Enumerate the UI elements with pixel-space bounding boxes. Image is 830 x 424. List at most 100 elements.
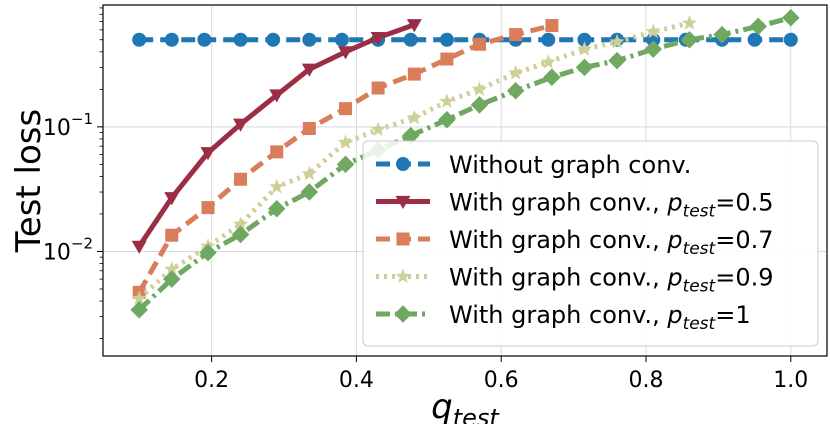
data-point bbox=[608, 51, 626, 70]
data-point bbox=[232, 216, 249, 231]
data-point bbox=[163, 270, 181, 288]
data-point bbox=[337, 134, 354, 149]
legend-label-value: =0.7 bbox=[715, 226, 773, 254]
data-point bbox=[301, 165, 317, 181]
series-2 bbox=[131, 19, 422, 254]
series-5 bbox=[130, 9, 800, 319]
series-layer bbox=[130, 9, 800, 319]
data-point bbox=[543, 68, 561, 87]
legend-label-value: =0.5 bbox=[715, 189, 773, 217]
x-axis: 0.2 0.4 0.6 0.8 1.0 bbox=[194, 356, 808, 393]
data-point bbox=[201, 201, 215, 215]
data-point bbox=[164, 192, 180, 206]
data-point bbox=[301, 63, 317, 77]
data-point bbox=[164, 261, 180, 276]
plot-frame bbox=[102, 4, 828, 357]
data-point bbox=[302, 122, 316, 136]
data-point bbox=[165, 228, 179, 242]
series-4 bbox=[131, 15, 698, 305]
x-tick-label: 1.0 bbox=[773, 368, 808, 393]
x-tick-label: 0.4 bbox=[339, 368, 374, 393]
data-point bbox=[577, 32, 592, 47]
x-axis-label-sub: test bbox=[453, 404, 501, 424]
legend-label: With graph conv., ptest=0.5 bbox=[449, 189, 774, 222]
data-point bbox=[680, 30, 699, 49]
series-3 bbox=[132, 19, 559, 299]
data-point bbox=[300, 183, 319, 201]
legend-item-1: Without graph conv. bbox=[376, 151, 691, 179]
data-point bbox=[609, 33, 625, 49]
data-point bbox=[438, 111, 456, 129]
data-point bbox=[270, 145, 284, 159]
data-point bbox=[470, 96, 489, 114]
legend-item-4: With graph conv., ptest=0.9 bbox=[376, 264, 774, 297]
data-point bbox=[197, 32, 212, 47]
data-point bbox=[508, 65, 524, 80]
legend-label-p: p bbox=[666, 301, 682, 329]
data-point bbox=[576, 41, 593, 56]
data-point bbox=[233, 32, 248, 47]
data-point bbox=[506, 81, 525, 100]
legend-label-text: With graph conv., bbox=[449, 301, 667, 329]
legend-label: Without graph conv. bbox=[449, 151, 691, 179]
legend-label-value: =1 bbox=[715, 301, 750, 329]
legend-marker bbox=[395, 268, 411, 284]
legend-label-p: p bbox=[666, 189, 682, 217]
data-point bbox=[234, 172, 248, 186]
data-point bbox=[439, 93, 455, 108]
x-axis-label: qtest bbox=[431, 387, 500, 424]
legend-item-2: With graph conv., ptest=0.5 bbox=[376, 189, 774, 222]
data-point bbox=[370, 121, 386, 137]
y-axis: 10−110−2 bbox=[43, 7, 103, 339]
data-point bbox=[268, 200, 286, 218]
data-point bbox=[130, 301, 148, 319]
data-point bbox=[338, 46, 354, 60]
y-tick-label-exponent: −2 bbox=[71, 234, 93, 252]
data-point bbox=[782, 9, 800, 27]
y-tick-label: 10−1 bbox=[43, 110, 93, 141]
legend-marker bbox=[395, 195, 411, 209]
data-point bbox=[681, 15, 698, 30]
legend-label-text: Without graph conv. bbox=[449, 151, 691, 179]
data-point bbox=[164, 32, 179, 47]
data-point bbox=[406, 19, 422, 33]
legend-marker bbox=[396, 157, 410, 171]
legend-label-text: With graph conv., bbox=[449, 189, 667, 217]
data-point bbox=[132, 32, 147, 47]
legend-label-p: p bbox=[666, 264, 682, 292]
data-point bbox=[266, 32, 281, 47]
data-point bbox=[199, 243, 217, 262]
data-point bbox=[269, 89, 285, 103]
data-point bbox=[407, 67, 421, 81]
legend-label-text: With graph conv., bbox=[449, 264, 667, 292]
data-point bbox=[471, 81, 488, 96]
x-tick-label: 0.8 bbox=[629, 368, 664, 393]
data-point bbox=[231, 225, 250, 244]
data-point bbox=[713, 25, 731, 44]
legend-label: With graph conv., ptest=0.7 bbox=[449, 226, 774, 259]
legend-label: With graph conv., ptest=1 bbox=[449, 301, 751, 334]
legend-label-text: With graph conv., bbox=[449, 226, 667, 254]
data-point bbox=[545, 19, 559, 33]
legend-item-3: With graph conv., ptest=0.7 bbox=[376, 226, 774, 259]
legend-marker bbox=[396, 232, 410, 246]
legend-label-subscript: test bbox=[683, 239, 717, 259]
data-point bbox=[645, 23, 661, 39]
data-point bbox=[644, 40, 662, 58]
data-point bbox=[439, 32, 454, 47]
legend-label-subscript: test bbox=[683, 277, 717, 297]
data-point bbox=[472, 37, 486, 51]
y-tick-label-base: 10 bbox=[43, 116, 71, 141]
data-point bbox=[200, 147, 216, 161]
legend-label-p: p bbox=[666, 226, 682, 254]
y-tick-label-base: 10 bbox=[43, 240, 71, 265]
data-point bbox=[540, 54, 556, 69]
legend-label: With graph conv., ptest=0.9 bbox=[449, 264, 774, 297]
data-point bbox=[401, 126, 420, 145]
data-point bbox=[370, 31, 386, 46]
data-point bbox=[336, 155, 355, 174]
y-tick-label-exponent: −1 bbox=[71, 110, 93, 128]
data-point bbox=[403, 32, 418, 47]
data-point bbox=[334, 32, 349, 47]
